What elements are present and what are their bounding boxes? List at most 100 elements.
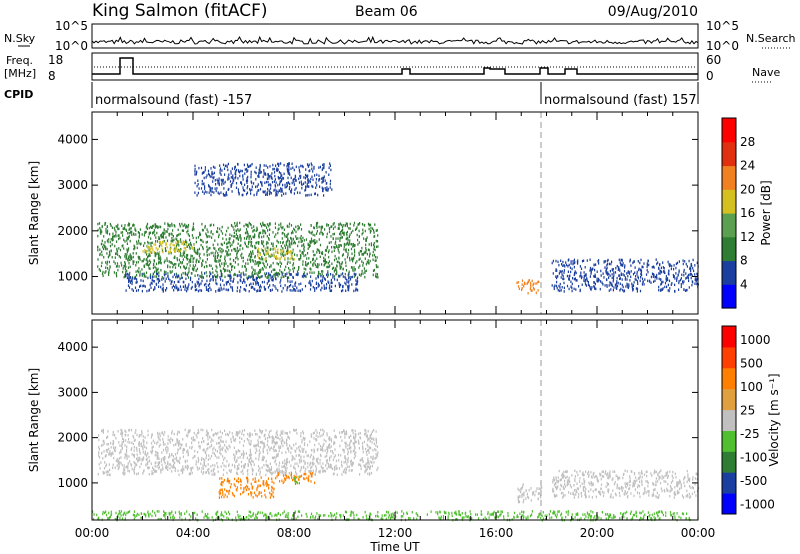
echo-cell [105,229,107,233]
echo-cell [168,234,170,237]
echo-cell [102,245,104,249]
echo-cell [155,470,158,473]
echo-cell [264,272,266,275]
echo-cell [182,455,184,458]
echo-cell [128,235,130,238]
echo-cell [118,265,120,268]
echo-cell [175,263,177,266]
echo-cell [347,457,349,460]
echo-cell [169,243,171,247]
echo-cell [272,261,274,265]
echo-cell [126,448,128,451]
echo-cell [273,449,275,453]
echo-cell [286,447,288,450]
echo-cell [376,229,378,232]
echo-cell [254,444,256,447]
echo-cell [156,225,158,228]
echo-cell [270,446,272,449]
echo-cell [327,251,330,254]
echo-cell [641,265,643,268]
echo-cell [112,232,114,235]
echo-cell [292,166,294,169]
echo-cell [349,227,351,230]
echo-cell [584,278,587,282]
echo-cell [210,187,212,190]
echo-cell [372,254,374,257]
echo-cell [236,468,238,471]
echo-cell [114,466,116,470]
echo-cell [134,465,136,468]
echo-cell [607,258,609,262]
echo-cell [321,250,323,254]
echo-cell [289,430,291,434]
echo-cell [616,287,618,290]
echo-cell [302,243,304,247]
echo-cell [331,450,333,453]
echo-cell [244,241,246,244]
echo-cell [560,289,562,292]
echo-cell [319,185,321,188]
echo-cell [277,289,279,292]
echo-cell [334,268,336,272]
echo-cell [280,276,282,279]
echo-cell [345,250,347,253]
echo-cell [251,433,253,436]
echo-cell [610,282,612,285]
echo-cell [134,438,136,442]
echo-cell [312,463,314,466]
echo-cell [234,261,236,264]
echo-cell [598,262,600,265]
echo-cell [206,240,208,244]
echo-cell [314,239,316,242]
echo-cell [233,277,235,281]
echo-cell [148,473,150,476]
echo-cell [333,472,335,475]
echo-cell [103,243,105,247]
echo-cell [178,280,180,283]
echo-cell [194,248,196,251]
echo-cell [201,172,203,175]
echo-cell [219,448,221,452]
echo-cell [235,170,237,173]
echo-cell [241,256,243,260]
echo-cell [249,276,251,279]
echo-cell [222,490,224,494]
echo-cell [214,448,217,452]
echo-cell [324,228,326,231]
echo-cell [201,273,203,277]
echo-cell [145,458,147,461]
echo-cell [284,273,286,276]
echo-cell [668,289,670,293]
echo-cell [166,245,168,249]
echo-cell [218,456,220,459]
echo-cell [600,274,602,277]
echo-cell [279,265,282,268]
echo-cell [371,461,373,464]
echo-cell [248,454,251,457]
echo-cell [639,289,642,293]
echo-cell [147,235,150,239]
echo-cell [556,280,558,284]
echo-cell [185,277,187,281]
echo-cell [303,472,305,476]
echo-cell [201,279,203,283]
echo-cell [319,165,321,169]
echo-cell [124,261,126,264]
echo-cell [239,236,241,239]
echo-cell [310,268,312,271]
echo-cell [268,445,270,449]
echo-cell [197,282,199,285]
echo-cell [152,266,154,270]
echo-cell [171,222,173,226]
echo-cell [110,442,112,445]
echo-cell [658,277,660,281]
echo-cell [221,179,224,182]
echo-cell [373,461,375,464]
echo-cell [367,458,369,462]
echo-cell [626,272,628,275]
echo-cell [579,288,581,292]
echo-cell [583,259,585,262]
echo-cell [523,282,525,285]
